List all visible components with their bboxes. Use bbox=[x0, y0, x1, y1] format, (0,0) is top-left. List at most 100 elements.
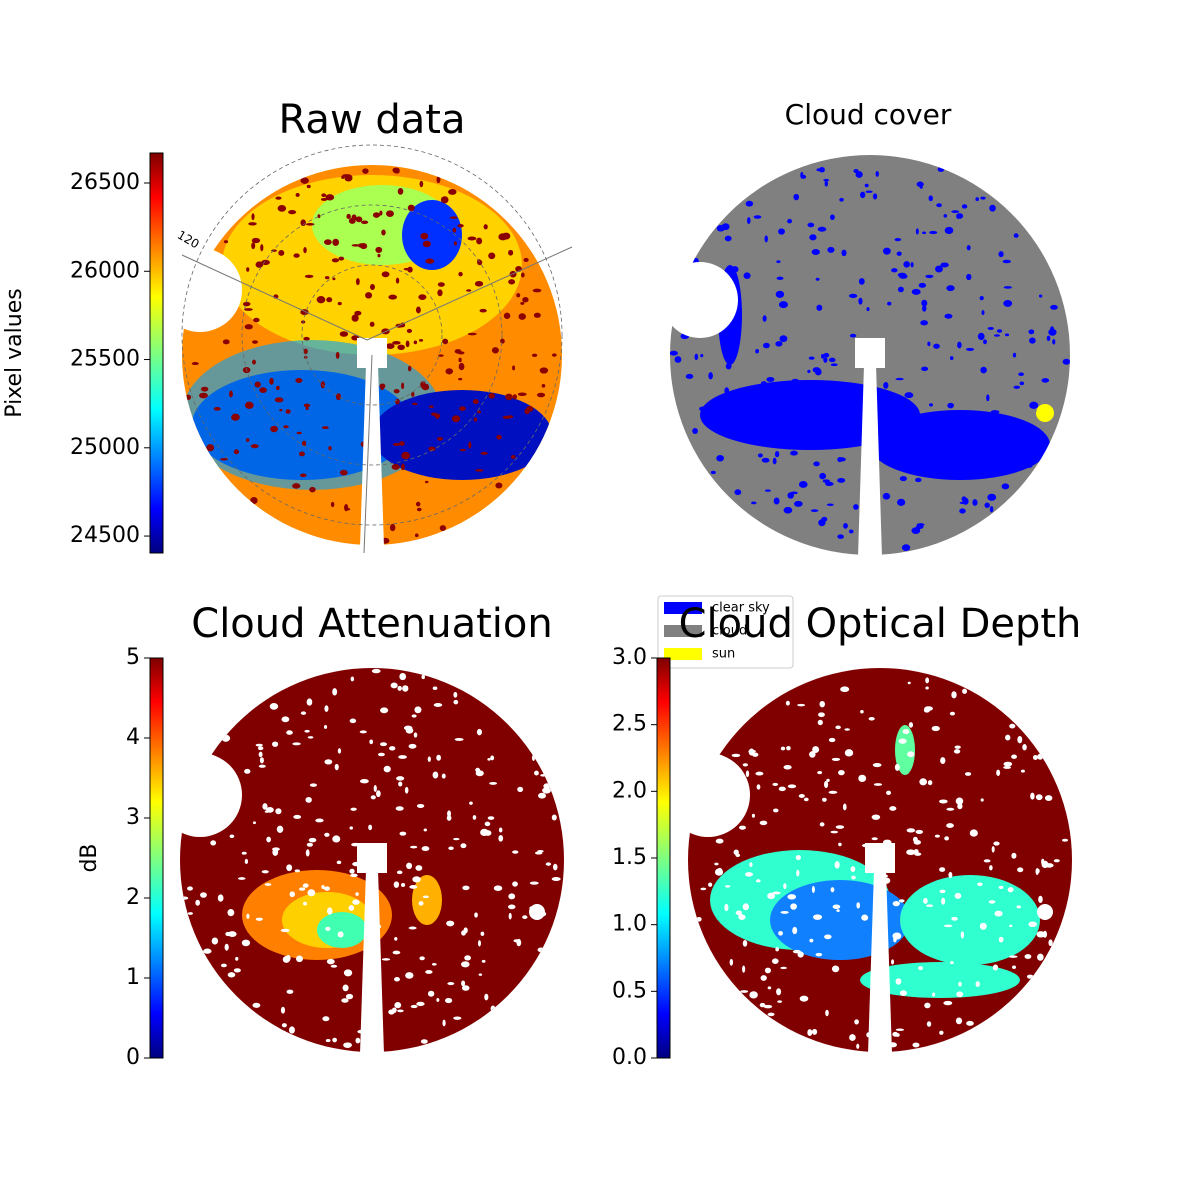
sky-speck bbox=[255, 261, 264, 268]
sky-speck bbox=[392, 341, 401, 345]
polar-label: 120 bbox=[175, 228, 202, 252]
sky-speck bbox=[388, 294, 397, 300]
sky-speck bbox=[303, 246, 307, 254]
sky-speck bbox=[931, 725, 940, 732]
sky-speck bbox=[288, 209, 297, 215]
sky-speck bbox=[891, 268, 898, 273]
sky-speck bbox=[522, 296, 529, 303]
sky-speck bbox=[1028, 921, 1037, 928]
sky-speck bbox=[510, 454, 516, 459]
sky-speck bbox=[187, 912, 194, 915]
sky-speck bbox=[793, 193, 800, 201]
sky-speck bbox=[453, 837, 460, 841]
sky-speck bbox=[1008, 955, 1018, 958]
sky-speck bbox=[420, 232, 429, 240]
sky-speck bbox=[415, 865, 423, 871]
sky-speck bbox=[491, 347, 499, 354]
sky-speck bbox=[309, 486, 316, 493]
sky-speck bbox=[351, 244, 360, 247]
sky-speck bbox=[321, 193, 327, 198]
sky-speck bbox=[355, 278, 360, 286]
sky-speck bbox=[302, 883, 309, 888]
sky-speck bbox=[1003, 300, 1013, 307]
sky-speck bbox=[187, 886, 193, 891]
sky-speck bbox=[360, 243, 368, 250]
sky-speck bbox=[751, 813, 755, 818]
sky-speck bbox=[322, 1016, 330, 1022]
sky-speck bbox=[886, 790, 892, 796]
sky-speck bbox=[813, 914, 823, 920]
sky-speck bbox=[324, 759, 333, 765]
sky-speck bbox=[300, 711, 307, 715]
sky-speck bbox=[828, 790, 838, 794]
sky-speck bbox=[811, 248, 820, 256]
sky-speck bbox=[459, 406, 466, 411]
sky-speck bbox=[419, 956, 425, 961]
sky-speck bbox=[400, 882, 406, 887]
sky-speck bbox=[325, 926, 331, 931]
sky-speck bbox=[812, 367, 821, 373]
sky-speck bbox=[801, 174, 807, 179]
sky-speck bbox=[897, 498, 906, 506]
sky-speck bbox=[927, 341, 931, 347]
sky-speck bbox=[468, 441, 472, 449]
sky-speck bbox=[211, 937, 219, 945]
sky-speck bbox=[180, 896, 189, 900]
sky-speck bbox=[446, 815, 452, 821]
sky-speck bbox=[987, 326, 994, 330]
sky-speck bbox=[824, 934, 832, 940]
sky-speck bbox=[825, 1009, 829, 1017]
sky-speck bbox=[873, 783, 883, 786]
sky-speck bbox=[923, 897, 928, 904]
sky-speck bbox=[475, 767, 481, 773]
sky-speck bbox=[935, 465, 941, 469]
sky-speck bbox=[799, 995, 809, 1002]
sky-speck bbox=[988, 900, 996, 904]
sky-speck bbox=[902, 729, 910, 735]
sky-speck bbox=[251, 242, 256, 250]
sky-speck bbox=[352, 899, 360, 905]
sky-speck bbox=[362, 168, 369, 174]
sky-speck bbox=[472, 399, 479, 405]
sky-speck bbox=[780, 746, 786, 751]
sky-speck bbox=[260, 244, 264, 252]
legend-label: clear sky bbox=[712, 601, 770, 616]
sky-speck bbox=[889, 452, 895, 458]
sky-speck bbox=[735, 910, 743, 916]
sky-speck bbox=[875, 170, 879, 177]
sky-speck bbox=[472, 815, 477, 820]
sky-speck bbox=[981, 310, 985, 316]
sky-speck bbox=[836, 909, 840, 913]
sky-speck bbox=[1044, 795, 1053, 801]
sky-speck bbox=[817, 226, 827, 232]
sky-speck bbox=[714, 862, 719, 866]
sky-speck bbox=[1009, 723, 1016, 729]
sky-speck bbox=[937, 166, 945, 172]
sky-speck bbox=[502, 415, 511, 419]
sky-speck bbox=[773, 497, 780, 505]
sky-speck bbox=[921, 366, 929, 372]
sky-speck bbox=[410, 1004, 418, 1009]
sky-speck bbox=[946, 285, 955, 292]
sky-speck bbox=[440, 196, 449, 204]
sky-speck bbox=[958, 981, 962, 987]
sky-speck bbox=[385, 343, 395, 349]
sky-speck bbox=[911, 288, 921, 295]
sky-speck bbox=[887, 301, 892, 306]
sky-speck bbox=[783, 389, 791, 392]
sky-speck bbox=[309, 783, 317, 787]
legend-swatch bbox=[664, 625, 702, 637]
sky-speck bbox=[955, 1017, 963, 1025]
sky-speck bbox=[342, 984, 349, 992]
sky-speck bbox=[980, 798, 984, 802]
sky-speck bbox=[551, 876, 561, 882]
sky-speck bbox=[403, 267, 412, 271]
sky-speck bbox=[473, 417, 478, 422]
sky-speck bbox=[395, 806, 404, 811]
sky-speck bbox=[259, 757, 264, 764]
sky-speck bbox=[454, 349, 462, 354]
sky-speck bbox=[452, 227, 457, 233]
sky-speck bbox=[475, 469, 484, 472]
sky-speck bbox=[922, 427, 930, 435]
sky-speck bbox=[954, 892, 962, 899]
